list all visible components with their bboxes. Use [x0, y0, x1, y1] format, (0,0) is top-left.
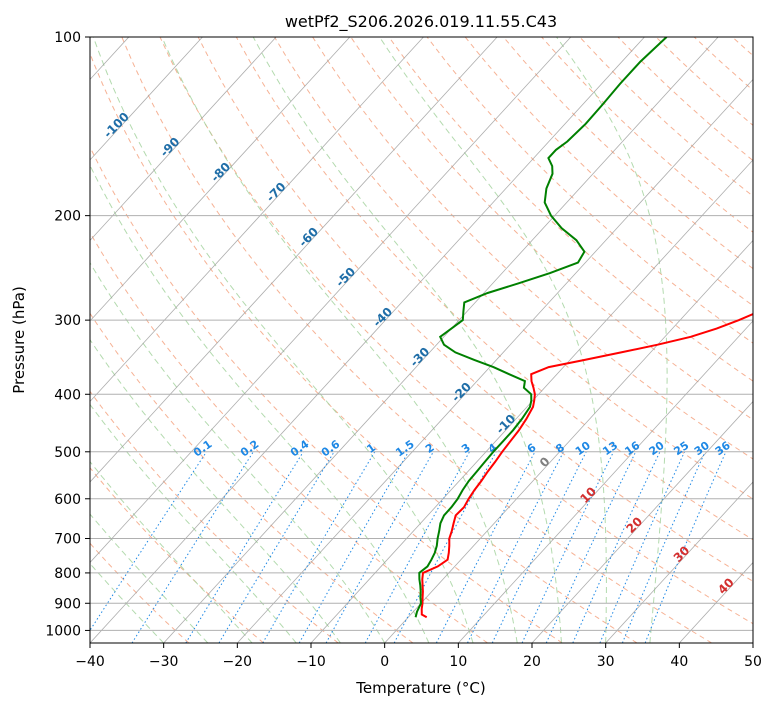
skewed-isotherm [310, 159, 753, 643]
mixing-ratio-line [599, 451, 686, 643]
x-tick-label: −20 [223, 654, 253, 670]
skewed-isotherm [90, 37, 277, 242]
moist-adiabat [90, 261, 386, 643]
mixing-ratio-line [218, 451, 335, 643]
mixing-ratio-line [325, 451, 434, 643]
mixing-ratio-line [467, 451, 564, 643]
y-axis-label: Pressure (hPa) [10, 286, 28, 394]
x-tick-label: 0 [380, 654, 389, 670]
mixing-ratio-line [393, 451, 497, 643]
moist-adiabat [90, 164, 430, 643]
dry-adiabat [274, 37, 753, 500]
dry-adiabat [159, 37, 753, 625]
moist-adiabat [90, 403, 297, 643]
mixing-ratio-line [621, 451, 706, 643]
moist-adiabat [379, 37, 607, 643]
background-lines [90, 37, 753, 643]
x-tick-label: 50 [744, 654, 762, 670]
pressure-grid [90, 37, 753, 631]
y-tick-label: 100 [54, 30, 81, 46]
dry-adiabat [350, 37, 753, 421]
skewed-isotherm [90, 37, 351, 322]
x-tick-label: −40 [75, 654, 105, 670]
dry-adiabat [90, 145, 563, 643]
moist-adiabat [556, 37, 668, 643]
moist-adiabat [252, 37, 562, 643]
skewed-isotherm [531, 400, 753, 643]
skewed-isotherm [458, 320, 753, 643]
y-tick-label: 700 [54, 532, 81, 548]
x-tick-label: 10 [449, 654, 467, 670]
x-axis-label: Temperature (°C) [355, 679, 485, 697]
y-tick-label: 800 [54, 566, 81, 582]
y-tick-label: 300 [54, 313, 81, 329]
skewed-isotherm [90, 37, 498, 483]
y-tick-label: 600 [54, 492, 81, 508]
mixing-ratio-line [131, 451, 254, 643]
plot-frame [89, 36, 754, 644]
temperature-line [420, 312, 753, 619]
x-tick-label: 30 [597, 654, 615, 670]
y-axis: 100 200 300 400 500 600 700 800 900 1000 [45, 30, 90, 639]
skewed-isotherm [605, 481, 753, 643]
x-tick-label: 40 [670, 654, 688, 670]
skewed-isotherm [90, 37, 203, 161]
moist-adiabat [90, 338, 341, 643]
moist-adiabat [92, 37, 474, 643]
mixing-ratio-line [90, 451, 207, 632]
chart-title: wetPf2_S206.2026.019.11.55.C43 [285, 12, 557, 32]
dry-adiabat [388, 37, 753, 382]
skewed-isotherm [384, 239, 753, 643]
x-tick-label: −30 [149, 654, 179, 670]
mixing-ratio-line [644, 451, 727, 643]
x-axis: −40 −30 −20 −10 0 10 20 30 40 50 [75, 643, 762, 670]
skewed-isotherm [90, 37, 645, 643]
y-tick-label: 400 [54, 387, 81, 403]
mixing-ratio-line [185, 451, 304, 643]
mixing-ratio-line [364, 451, 470, 643]
dry-adiabat [90, 466, 264, 643]
x-tick-label: 20 [523, 654, 541, 670]
dry-adiabat [464, 37, 753, 307]
y-tick-label: 900 [54, 596, 81, 612]
x-tick-label: −10 [296, 654, 326, 670]
mixing-ratio-line [491, 451, 587, 643]
profile-series [414, 37, 753, 619]
y-tick-label: 200 [54, 209, 81, 225]
skewed-isotherm [237, 78, 753, 643]
skewed-isotherm [90, 37, 572, 564]
dry-adiabat [197, 37, 753, 582]
dry-adiabat [90, 231, 488, 643]
y-tick-label: 500 [54, 445, 81, 461]
y-tick-label: 1000 [45, 623, 81, 639]
skewed-isotherm [90, 37, 424, 403]
dewpoint-line [414, 37, 668, 618]
moist-adiabat [161, 37, 518, 643]
